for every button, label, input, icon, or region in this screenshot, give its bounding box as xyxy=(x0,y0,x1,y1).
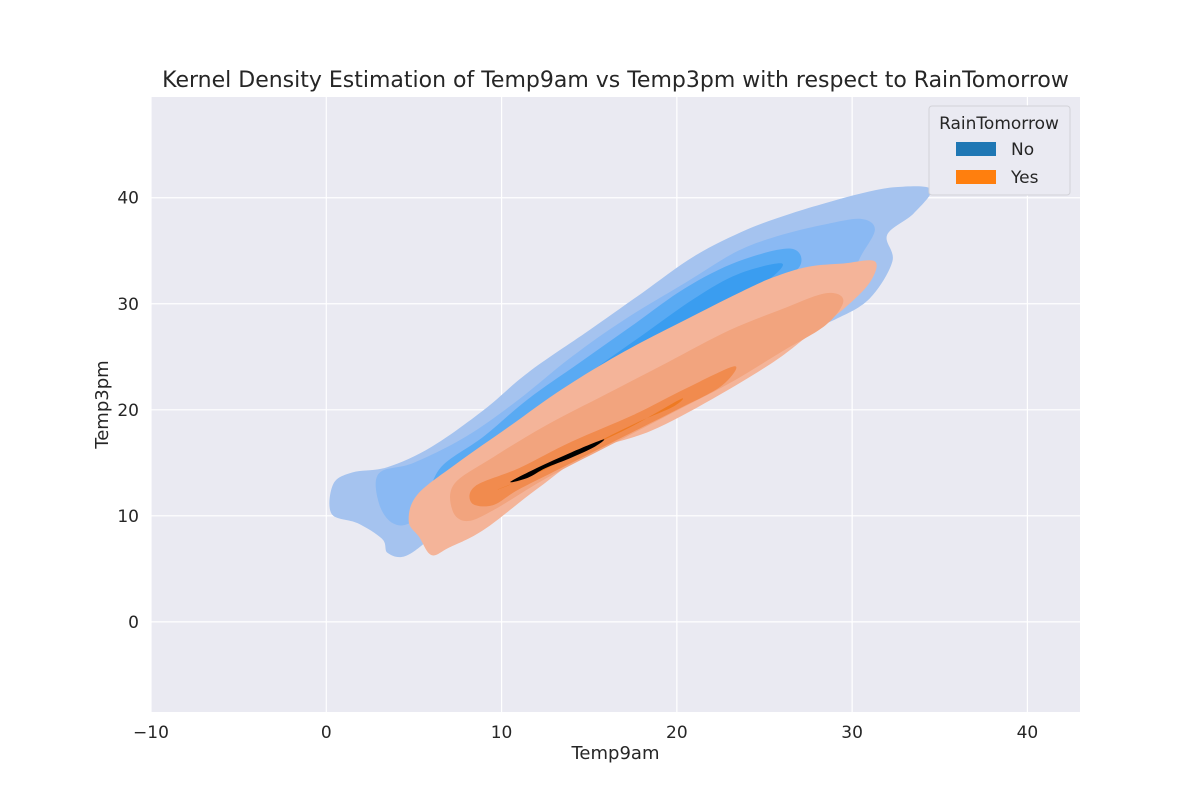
x-tick-labels: −10 0 10 20 30 40 xyxy=(133,723,1038,743)
x-tick-label: 30 xyxy=(841,723,863,743)
y-tick-label: 10 xyxy=(117,507,139,527)
legend-swatch-no xyxy=(956,142,996,156)
legend-title: RainTomorrow xyxy=(939,114,1059,134)
y-tick-label: 30 xyxy=(117,295,139,315)
kde-contour-yes-level-5 xyxy=(510,439,605,483)
kde-contour-no-level-4 xyxy=(444,263,783,492)
y-tick-label: 40 xyxy=(117,189,139,209)
x-axis-label: Temp9am xyxy=(571,743,660,764)
y-tick-label: 20 xyxy=(117,401,139,421)
y-tick-labels: 0 10 20 30 40 xyxy=(117,189,139,633)
y-axis-label: Temp3pm xyxy=(92,360,113,449)
legend-label-yes: Yes xyxy=(1010,168,1039,188)
legend-swatch-yes xyxy=(956,170,996,184)
x-tick-label: −10 xyxy=(133,723,169,743)
x-tick-label: 0 xyxy=(321,723,332,743)
y-tick-label: 0 xyxy=(128,613,139,633)
x-tick-label: 20 xyxy=(666,723,688,743)
x-tick-label: 10 xyxy=(491,723,513,743)
legend: RainTomorrow No Yes xyxy=(928,105,1071,196)
chart-title: Kernel Density Estimation of Temp9am vs … xyxy=(162,68,1069,93)
x-tick-label: 40 xyxy=(1017,723,1039,743)
legend-label-no: No xyxy=(1011,140,1034,160)
series-yes-contours xyxy=(408,260,877,556)
